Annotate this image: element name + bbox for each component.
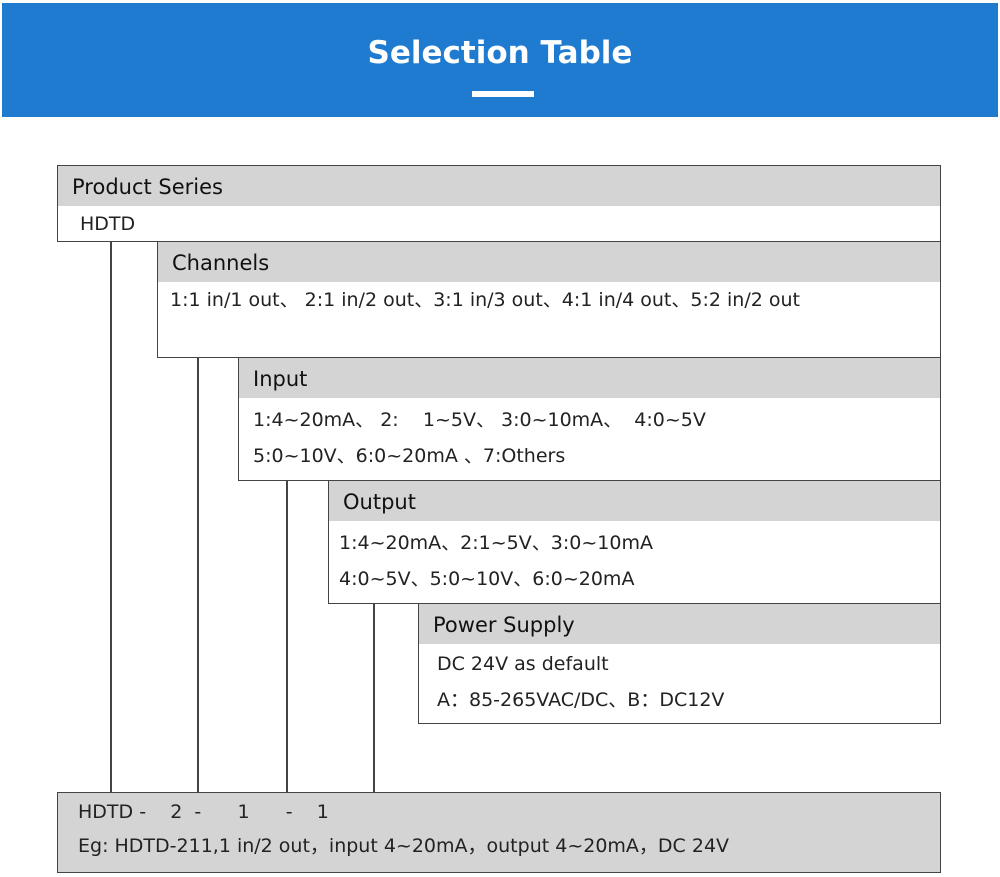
example-text: Eg: HDTD-211,1 in/2 out，input 4~20mA，out… — [78, 835, 730, 857]
section-line: 4:0~5V、5:0~10V、6:0~20mA — [339, 568, 635, 590]
section-line: HDTD — [80, 213, 136, 235]
section-line: 1:4~20mA、 2: 1~5V、 3:0~10mA、 4:0~5V — [253, 409, 706, 431]
section-title: Power Supply — [419, 604, 940, 644]
section-title: Product Series — [58, 166, 940, 206]
title-underline — [472, 91, 534, 97]
section-line: 1:1 in/1 out、 2:1 in/2 out、3:1 in/3 out、… — [170, 289, 800, 311]
section-line: A：85-265VAC/DC、B：DC12V — [437, 689, 725, 711]
example-box: HDTD - 2 - 1 - 1 Eg: HDTD-211,1 in/2 out… — [57, 792, 941, 873]
connector-line — [110, 241, 112, 793]
section-channels: Channels 1:1 in/1 out、 2:1 in/2 out、3:1 … — [157, 241, 941, 358]
section-line: 5:0~10V、6:0~20mA 、7:Others — [253, 445, 566, 467]
page-title: Selection Table — [367, 35, 633, 71]
connector-line — [373, 603, 375, 793]
section-output: Output 1:4~20mA、2:1~5V、3:0~10mA 4:0~5V、5… — [328, 480, 941, 604]
section-product-series: Product Series HDTD — [57, 165, 941, 242]
header-banner: Selection Table — [2, 3, 998, 117]
section-line: 1:4~20mA、2:1~5V、3:0~10mA — [339, 532, 653, 554]
section-input: Input 1:4~20mA、 2: 1~5V、 3:0~10mA、 4:0~5… — [238, 357, 941, 481]
section-line: DC 24V as default — [437, 653, 609, 675]
section-title: Input — [239, 358, 940, 398]
connector-line — [197, 357, 199, 793]
section-title: Output — [329, 481, 940, 521]
example-code: HDTD - 2 - 1 - 1 — [78, 801, 329, 823]
connector-line — [286, 480, 288, 793]
section-power-supply: Power Supply DC 24V as default A：85-265V… — [418, 603, 941, 724]
section-title: Channels — [158, 242, 940, 282]
